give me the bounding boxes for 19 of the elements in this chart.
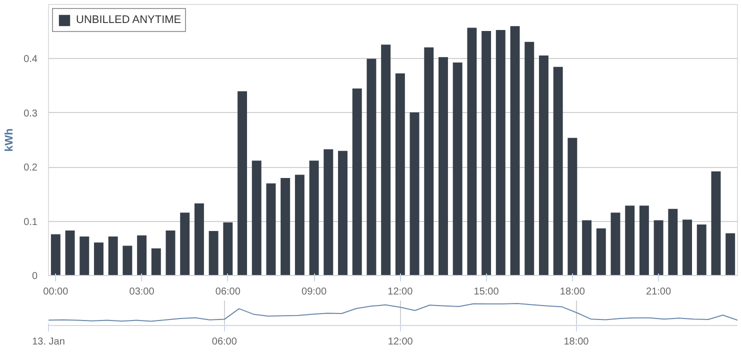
x-tick-label: 12:00 bbox=[388, 286, 414, 298]
x-tick-label: 15:00 bbox=[474, 286, 500, 298]
x-tick-label: 18:00 bbox=[560, 286, 586, 298]
x-tick-label: 09:00 bbox=[302, 286, 328, 298]
x-tick-label: 06:00 bbox=[212, 336, 238, 348]
y-axis-title: kWh bbox=[4, 128, 16, 152]
legend-label: UNBILLED ANYTIME bbox=[76, 14, 182, 26]
y-tick-label: 0.4 bbox=[24, 54, 38, 66]
y-tick-label: 0 bbox=[32, 271, 38, 282]
x-tick-label: 21:00 bbox=[646, 286, 672, 298]
x-tick-label: 12:00 bbox=[388, 336, 414, 348]
x-tick-label: 18:00 bbox=[564, 336, 590, 348]
x-tick-label: 03:00 bbox=[129, 286, 155, 298]
y-tick-label: 0.2 bbox=[24, 162, 38, 174]
y-tick-label: 0.3 bbox=[24, 108, 38, 120]
x-tick-label: 06:00 bbox=[215, 286, 241, 298]
x-tick-label: 13. Jan bbox=[32, 336, 65, 348]
y-tick-label: 0.1 bbox=[24, 216, 38, 228]
x-tick-label: 00:00 bbox=[43, 286, 69, 298]
